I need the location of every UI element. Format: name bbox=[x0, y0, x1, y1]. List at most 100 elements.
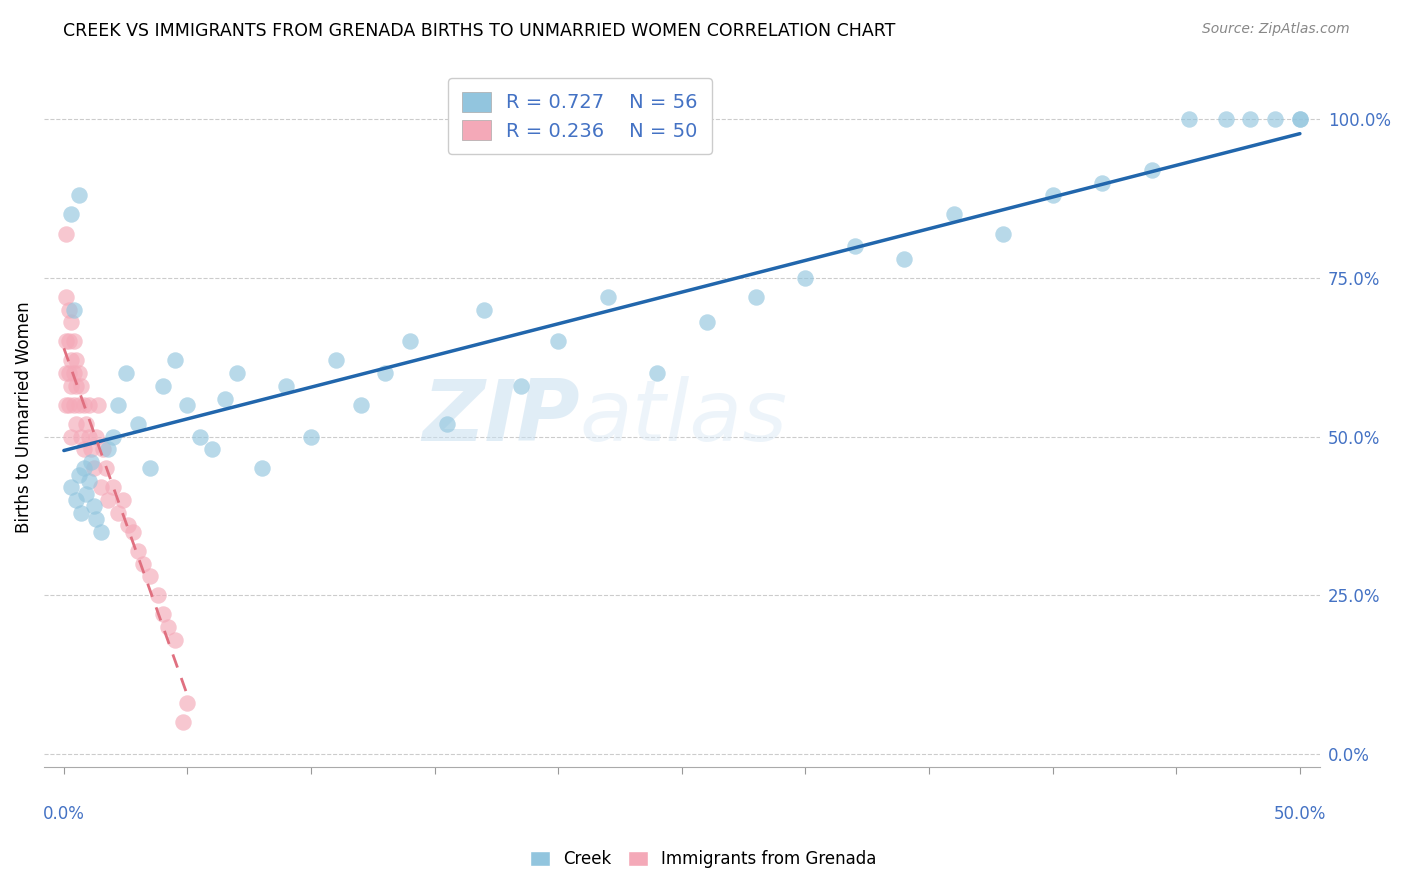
Point bbox=[596, 290, 619, 304]
Point bbox=[83, 500, 105, 514]
Point bbox=[62, 334, 84, 349]
Point bbox=[62, 398, 84, 412]
Point bbox=[436, 417, 458, 431]
Point bbox=[73, 461, 96, 475]
Point bbox=[226, 366, 249, 380]
Point bbox=[794, 271, 817, 285]
Point bbox=[1091, 176, 1114, 190]
Point bbox=[146, 588, 169, 602]
Point bbox=[893, 252, 915, 266]
Point bbox=[70, 429, 93, 443]
Point bbox=[60, 353, 83, 368]
Point bbox=[139, 569, 162, 583]
Point bbox=[58, 334, 80, 349]
Point bbox=[87, 398, 110, 412]
Point bbox=[165, 353, 187, 368]
Point bbox=[127, 544, 149, 558]
Point bbox=[122, 524, 145, 539]
Point bbox=[58, 302, 80, 317]
Point bbox=[77, 474, 100, 488]
Point bbox=[156, 620, 179, 634]
Point bbox=[55, 227, 77, 241]
Point bbox=[103, 429, 125, 443]
Point bbox=[67, 366, 90, 380]
Point bbox=[77, 398, 100, 412]
Point bbox=[325, 353, 347, 368]
Point bbox=[152, 379, 174, 393]
Point bbox=[139, 461, 162, 475]
Point bbox=[80, 455, 103, 469]
Point bbox=[1289, 112, 1312, 127]
Point bbox=[172, 715, 194, 730]
Point bbox=[75, 417, 97, 431]
Point bbox=[374, 366, 396, 380]
Point bbox=[83, 461, 105, 475]
Point bbox=[201, 442, 224, 457]
Legend: Creek, Immigrants from Grenada: Creek, Immigrants from Grenada bbox=[523, 844, 883, 875]
Text: atlas: atlas bbox=[579, 376, 787, 459]
Point bbox=[112, 493, 135, 508]
Point bbox=[844, 239, 866, 253]
Point bbox=[60, 379, 83, 393]
Legend: R = 0.727    N = 56, R = 0.236    N = 50: R = 0.727 N = 56, R = 0.236 N = 50 bbox=[449, 78, 711, 154]
Point bbox=[84, 512, 107, 526]
Point bbox=[993, 227, 1015, 241]
Point bbox=[103, 480, 125, 494]
Point bbox=[58, 398, 80, 412]
Point bbox=[176, 398, 198, 412]
Point bbox=[107, 398, 129, 412]
Point bbox=[80, 442, 103, 457]
Point bbox=[65, 353, 87, 368]
Y-axis label: Births to Unmarried Women: Births to Unmarried Women bbox=[15, 301, 32, 533]
Point bbox=[1289, 112, 1312, 127]
Point bbox=[214, 392, 236, 406]
Point bbox=[55, 334, 77, 349]
Point bbox=[58, 366, 80, 380]
Point bbox=[60, 429, 83, 443]
Point bbox=[55, 290, 77, 304]
Point bbox=[176, 696, 198, 710]
Text: 0.0%: 0.0% bbox=[44, 805, 84, 823]
Point bbox=[250, 461, 273, 475]
Point bbox=[60, 207, 83, 221]
Point bbox=[65, 493, 87, 508]
Point bbox=[62, 302, 84, 317]
Text: CREEK VS IMMIGRANTS FROM GRENADA BIRTHS TO UNMARRIED WOMEN CORRELATION CHART: CREEK VS IMMIGRANTS FROM GRENADA BIRTHS … bbox=[63, 22, 896, 40]
Text: 50.0%: 50.0% bbox=[1274, 805, 1326, 823]
Point bbox=[299, 429, 322, 443]
Point bbox=[94, 461, 117, 475]
Point bbox=[65, 417, 87, 431]
Point bbox=[114, 366, 136, 380]
Point bbox=[97, 442, 120, 457]
Point bbox=[70, 506, 93, 520]
Point bbox=[55, 366, 77, 380]
Point bbox=[1239, 112, 1261, 127]
Point bbox=[65, 379, 87, 393]
Point bbox=[1140, 163, 1163, 178]
Point bbox=[60, 480, 83, 494]
Point bbox=[97, 493, 120, 508]
Point bbox=[77, 429, 100, 443]
Point bbox=[276, 379, 298, 393]
Point bbox=[90, 480, 112, 494]
Point bbox=[84, 429, 107, 443]
Point bbox=[127, 417, 149, 431]
Point bbox=[67, 467, 90, 482]
Point bbox=[1215, 112, 1237, 127]
Point bbox=[107, 506, 129, 520]
Point bbox=[1042, 188, 1064, 202]
Point bbox=[117, 518, 139, 533]
Point bbox=[67, 398, 90, 412]
Point bbox=[75, 486, 97, 500]
Point bbox=[696, 315, 718, 329]
Point bbox=[349, 398, 371, 412]
Point bbox=[188, 429, 211, 443]
Text: Source: ZipAtlas.com: Source: ZipAtlas.com bbox=[1202, 22, 1350, 37]
Point bbox=[73, 398, 96, 412]
Point bbox=[165, 632, 187, 647]
Point bbox=[510, 379, 533, 393]
Point bbox=[399, 334, 422, 349]
Text: ZIP: ZIP bbox=[422, 376, 579, 459]
Point bbox=[55, 398, 77, 412]
Point bbox=[67, 188, 90, 202]
